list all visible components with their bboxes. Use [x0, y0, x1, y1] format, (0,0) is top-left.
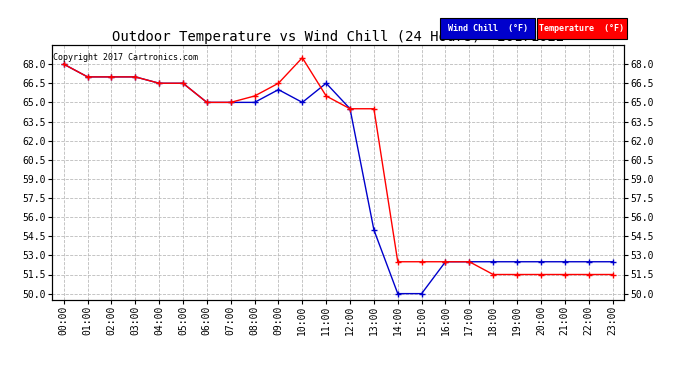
Title: Outdoor Temperature vs Wind Chill (24 Hours)  20171022: Outdoor Temperature vs Wind Chill (24 Ho… [112, 30, 564, 44]
Text: Copyright 2017 Cartronics.com: Copyright 2017 Cartronics.com [53, 53, 198, 62]
Text: Wind Chill  (°F): Wind Chill (°F) [448, 24, 528, 33]
Text: Temperature  (°F): Temperature (°F) [539, 24, 624, 33]
